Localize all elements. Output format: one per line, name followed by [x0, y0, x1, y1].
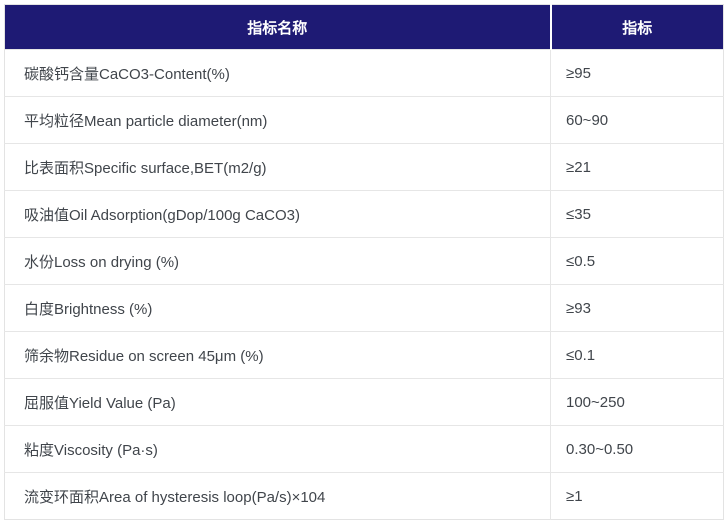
table-row: 屈服值Yield Value (Pa) 100~250 — [4, 378, 724, 426]
header-indicator-value: 指标 — [549, 4, 724, 50]
header-indicator-name: 指标名称 — [4, 4, 551, 50]
table-row: 吸油值Oil Adsorption(gDop/100g CaCO3) ≤35 — [4, 190, 724, 238]
row-value: 60~90 — [550, 96, 724, 144]
row-name: 屈服值Yield Value (Pa) — [4, 378, 551, 426]
table-body: 碳酸钙含量CaCO3-Content(%) ≥95 平均粒径Mean parti… — [4, 49, 724, 520]
table-row: 流变环面积Area of hysteresis loop(Pa/s)×104 ≥… — [4, 472, 724, 520]
row-name: 吸油值Oil Adsorption(gDop/100g CaCO3) — [4, 190, 551, 238]
row-name: 水份Loss on drying (%) — [4, 237, 551, 285]
row-name: 比表面积Specific surface,BET(m2/g) — [4, 143, 551, 191]
row-name: 流变环面积Area of hysteresis loop(Pa/s)×104 — [4, 472, 551, 520]
row-name: 碳酸钙含量CaCO3-Content(%) — [4, 49, 551, 97]
table-row: 碳酸钙含量CaCO3-Content(%) ≥95 — [4, 49, 724, 97]
table-row: 水份Loss on drying (%) ≤0.5 — [4, 237, 724, 285]
row-value: ≤35 — [550, 190, 724, 238]
row-name: 平均粒径Mean particle diameter(nm) — [4, 96, 551, 144]
table-row: 比表面积Specific surface,BET(m2/g) ≥21 — [4, 143, 724, 191]
table-row: 白度Brightness (%) ≥93 — [4, 284, 724, 332]
spec-table: 指标名称 指标 碳酸钙含量CaCO3-Content(%) ≥95 平均粒径Me… — [4, 4, 724, 520]
header-row: 指标名称 指标 — [4, 4, 724, 50]
row-value: ≤0.5 — [550, 237, 724, 285]
row-value: ≤0.1 — [550, 331, 724, 379]
table-row: 平均粒径Mean particle diameter(nm) 60~90 — [4, 96, 724, 144]
row-value: ≥1 — [550, 472, 724, 520]
row-value: ≥93 — [550, 284, 724, 332]
table-row: 粘度Viscosity (Pa·s) 0.30~0.50 — [4, 425, 724, 473]
row-name: 筛余物Residue on screen 45μm (%) — [4, 331, 551, 379]
row-value: 0.30~0.50 — [550, 425, 724, 473]
row-value: ≥95 — [550, 49, 724, 97]
table-header: 指标名称 指标 — [4, 4, 724, 50]
row-value: ≥21 — [550, 143, 724, 191]
row-name: 粘度Viscosity (Pa·s) — [4, 425, 551, 473]
table-row: 筛余物Residue on screen 45μm (%) ≤0.1 — [4, 331, 724, 379]
row-name: 白度Brightness (%) — [4, 284, 551, 332]
row-value: 100~250 — [550, 378, 724, 426]
